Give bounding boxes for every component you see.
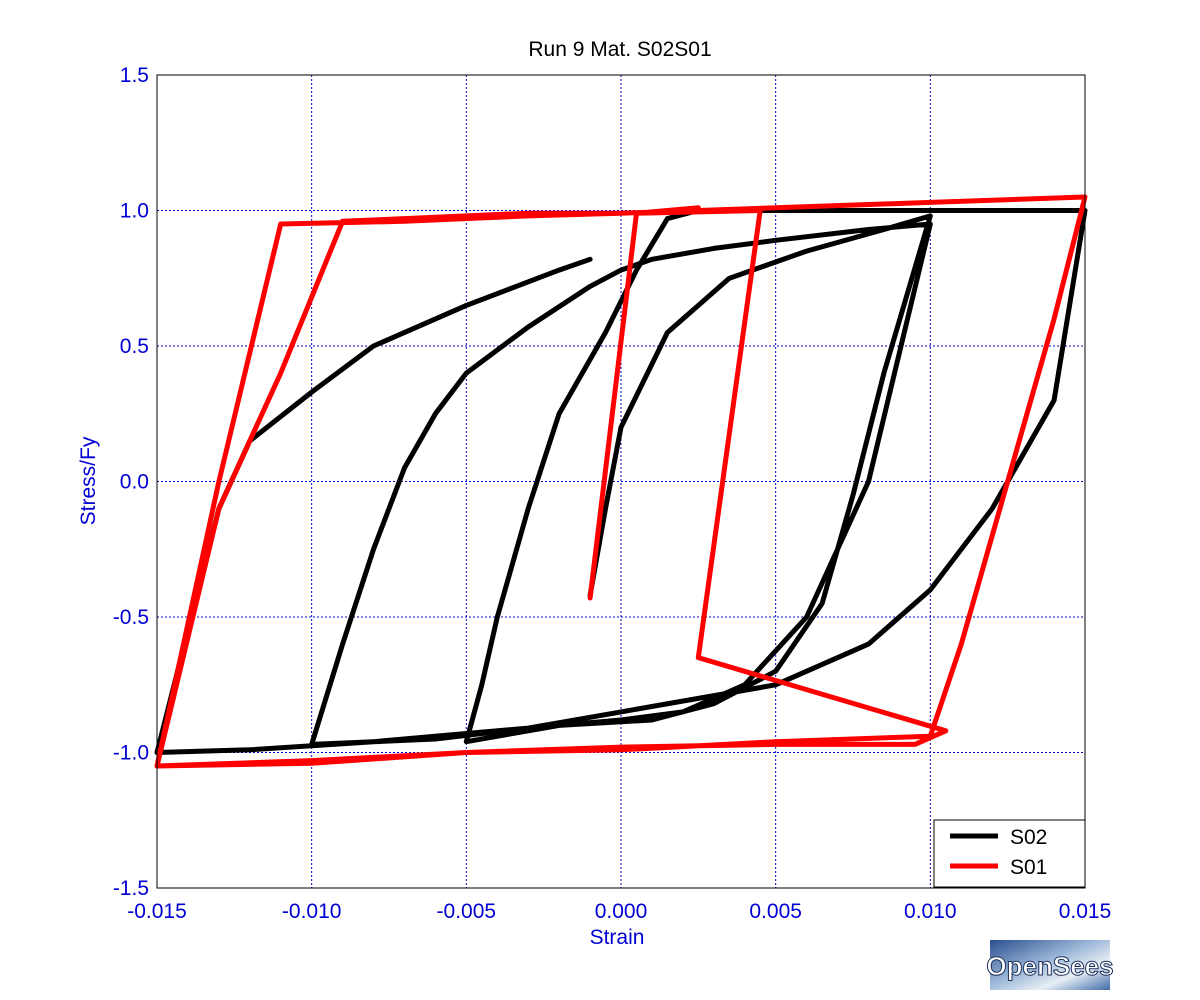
y-tick-label: 0.0 xyxy=(120,471,149,494)
x-tick-label: 0.000 xyxy=(595,900,648,923)
y-tick-label: -0.5 xyxy=(113,606,149,629)
logo-background xyxy=(990,940,1110,990)
legend: S02 S01 xyxy=(933,819,1086,888)
y-tick-label: 0.5 xyxy=(120,335,149,358)
logo-text: OpenSees xyxy=(986,951,1113,981)
plot-frame xyxy=(156,74,1086,889)
chart-title: Run 9 Mat. S02S01 xyxy=(528,38,711,61)
x-tick-label: -0.015 xyxy=(127,900,187,923)
y-tick-label: -1.5 xyxy=(113,877,149,900)
y-axis-label: Stress/Fy xyxy=(77,436,100,525)
ticks: -0.015 -0.010 -0.005 0.000 0.005 0.010 0.015 -1… xyxy=(113,64,1111,923)
legend-label-s02: S02 xyxy=(1010,826,1047,849)
legend-label-s01: S01 xyxy=(1010,856,1047,879)
x-axis-label: Strain xyxy=(590,926,645,949)
series-group xyxy=(154,194,1088,769)
series-line-s01 xyxy=(154,194,1088,769)
y-tick-label: 1.0 xyxy=(120,200,149,223)
x-tick-label: 0.005 xyxy=(749,900,802,923)
series-line-s02 xyxy=(154,208,1088,755)
x-tick-label: 0.010 xyxy=(904,900,957,923)
legend-box xyxy=(933,819,1086,888)
y-tick-label: 1.5 xyxy=(120,64,149,87)
x-tick-label: -0.010 xyxy=(282,900,342,923)
y-tick-label: -1.0 xyxy=(113,742,149,765)
x-tick-label: -0.005 xyxy=(437,900,497,923)
x-tick-label: 0.015 xyxy=(1059,900,1112,923)
opensees-logo: OpenSees xyxy=(986,940,1114,990)
